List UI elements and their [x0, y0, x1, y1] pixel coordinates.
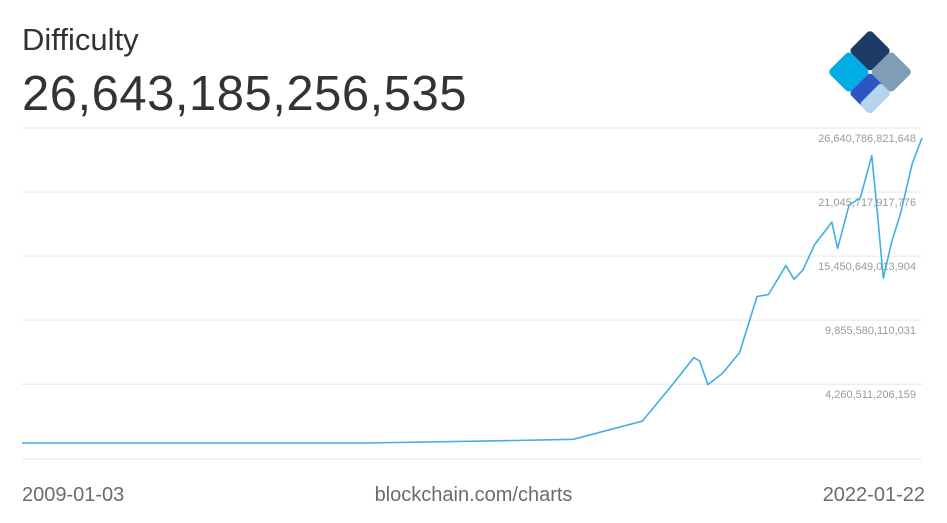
end-date-label: 2022-01-22	[822, 484, 925, 506]
source-link[interactable]: blockchain.com/charts	[374, 484, 573, 506]
current-difficulty-value: 26,643,185,256,535	[22, 67, 467, 121]
logo-tile-grey	[871, 52, 911, 92]
logo-tile-dark	[850, 31, 890, 71]
y-tick-label: 15,450,649,013,904	[818, 261, 916, 273]
grid-lines	[22, 127, 922, 460]
difficulty-series-line	[22, 137, 923, 444]
logo-tile-light	[860, 83, 890, 114]
logo-tile-cyan	[829, 52, 869, 92]
start-date-label: 2009-01-03	[22, 484, 125, 506]
chart-title: Difficulty	[22, 22, 139, 57]
y-tick-label: 4,260,511,206,159	[825, 389, 916, 401]
y-tick-label: 26,640,786,821,648	[818, 133, 916, 145]
y-tick-labels: 4,260,511,206,159 9,855,580,110,031 15,450…	[818, 133, 916, 401]
y-tick-label: 9,855,580,110,031	[825, 325, 916, 337]
blockchain-logo-icon	[829, 31, 911, 114]
y-tick-label: 21,045,717,917,776	[818, 197, 916, 209]
